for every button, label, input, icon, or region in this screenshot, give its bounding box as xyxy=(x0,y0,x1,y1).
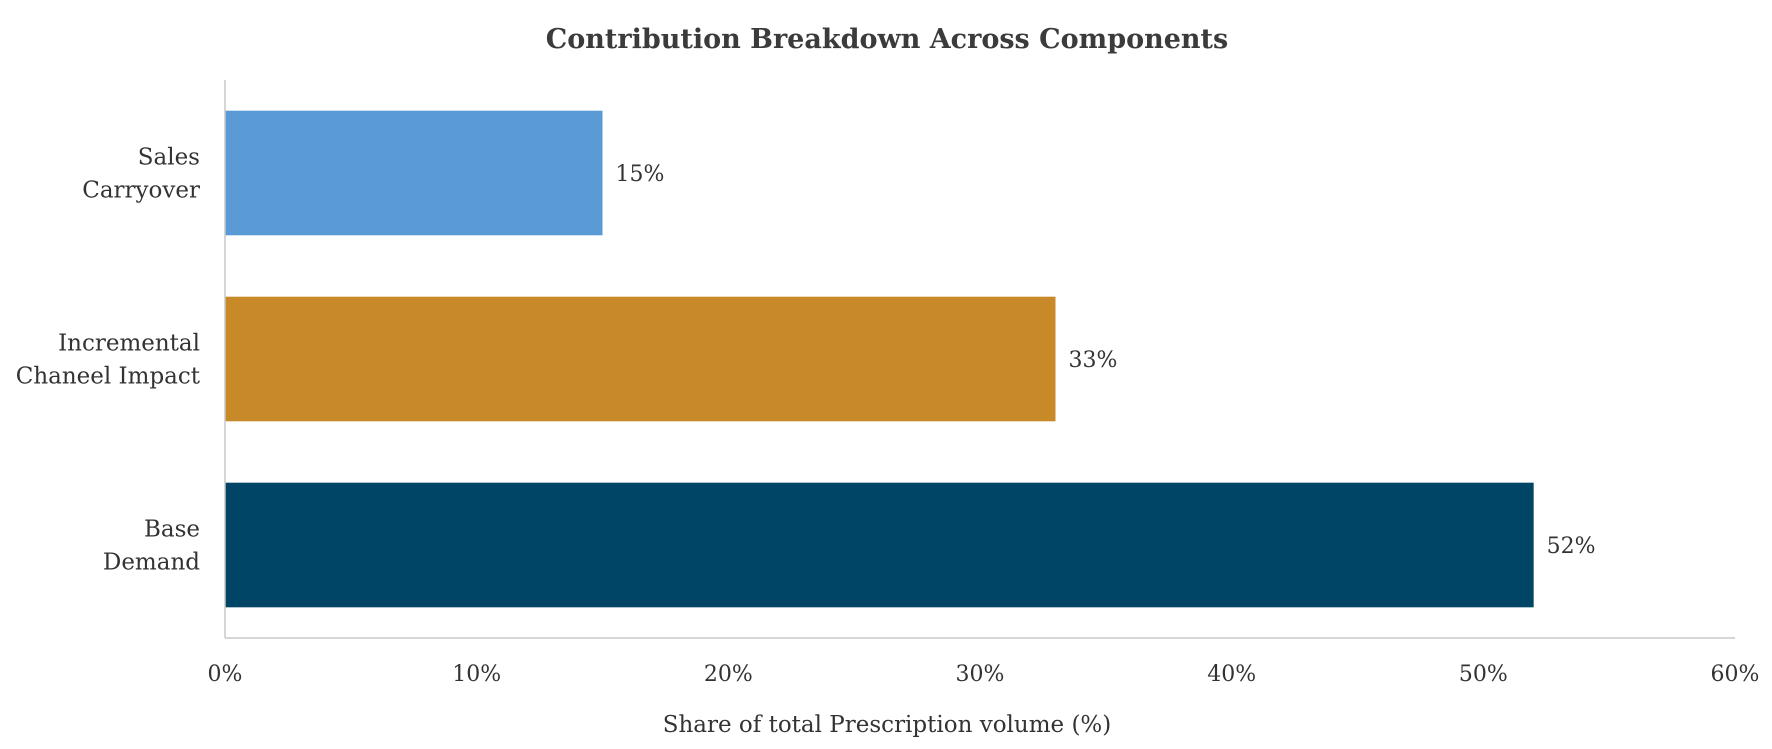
data-label-incremental-channel-impact: 33% xyxy=(1069,348,1118,373)
category-label-line: Incremental xyxy=(58,331,200,357)
x-tick-label: 10% xyxy=(452,662,501,687)
category-label-line: Sales xyxy=(138,145,200,171)
x-tick-label: 50% xyxy=(1459,662,1508,687)
category-label-line: Carryover xyxy=(82,178,200,204)
bars-group xyxy=(225,110,1534,608)
category-label-sales-carryover: Sales Carryover xyxy=(82,145,200,204)
category-label-line: Chaneel Impact xyxy=(16,364,201,390)
category-labels-group: Sales Carryover Incremental Chaneel Impact B… xyxy=(16,145,201,576)
category-label-line: Demand xyxy=(103,550,200,576)
x-axis-label: Share of total Prescription volume (%) xyxy=(663,712,1112,738)
chart-title: Contribution Breakdown Across Components xyxy=(546,24,1228,55)
data-label-base-demand: 52% xyxy=(1547,534,1596,559)
x-tick-labels-group: 0% 10% 20% 30% 40% 50% 60% xyxy=(208,662,1760,687)
bar-incremental-channel-impact xyxy=(225,296,1056,422)
bar-base-demand xyxy=(225,482,1534,608)
data-labels-group: 15% 33% 52% xyxy=(616,162,1596,559)
x-tick-label: 20% xyxy=(704,662,753,687)
category-label-incremental-channel-impact: Incremental Chaneel Impact xyxy=(16,331,201,390)
bar-sales-carryover xyxy=(225,110,603,236)
data-label-sales-carryover: 15% xyxy=(616,162,665,187)
x-tick-label: 0% xyxy=(208,662,243,687)
x-tick-label: 30% xyxy=(956,662,1005,687)
x-tick-label: 60% xyxy=(1711,662,1760,687)
category-label-base-demand: Base Demand xyxy=(103,517,200,576)
category-label-line: Base xyxy=(144,517,200,543)
x-tick-label: 40% xyxy=(1207,662,1256,687)
